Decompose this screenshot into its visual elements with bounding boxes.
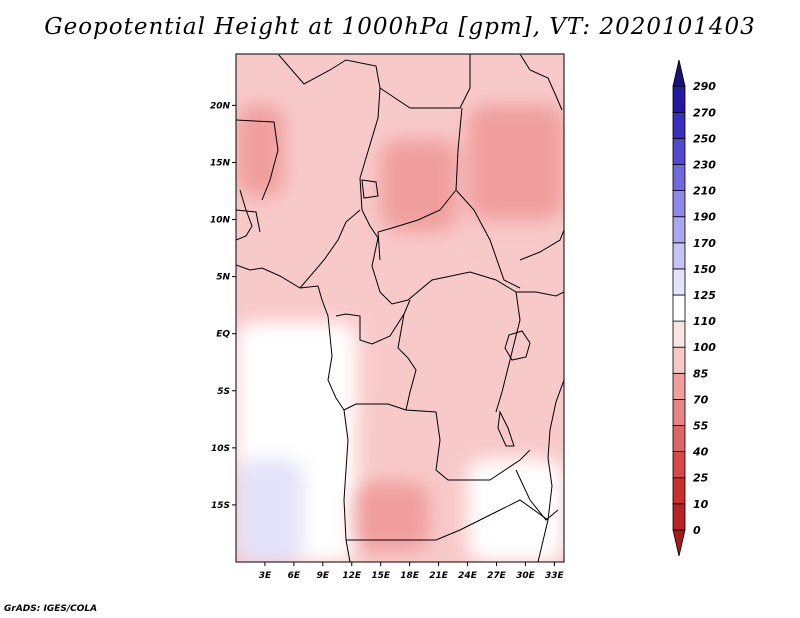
- grads-credit: GrADS: IGES/COLA: [4, 604, 98, 614]
- colorbar-label: 190: [693, 211, 716, 224]
- colorbar-swatch: [672, 372, 686, 400]
- colorbar-label: 210: [693, 185, 716, 198]
- colorbar-swatch: [672, 398, 686, 426]
- heat-region-chad_core: [380, 139, 458, 231]
- x-tick-label: 3E: [259, 571, 272, 581]
- country-borders: [236, 54, 564, 541]
- colorbar-label: 70: [693, 393, 709, 406]
- colorbar-swatch: [672, 346, 686, 374]
- y-tick-label: 10S: [211, 444, 230, 454]
- y-axis: 20N 15N 10N 5N EQ 5S 10S 15S: [210, 101, 236, 511]
- coastlines: [236, 54, 564, 562]
- x-axis: 3E 6E 9E 12E 15E 18E 21E 24E 27E 30E 33E: [259, 562, 565, 581]
- colorbar-swatch: [672, 268, 686, 296]
- colorbar-label: 25: [693, 472, 709, 485]
- colorbar-swatch: [672, 425, 686, 453]
- x-tick-label: 24E: [458, 571, 478, 581]
- heat-region-southeast: [467, 459, 564, 562]
- colorbar-label: 100: [693, 341, 716, 354]
- heat-region-congo_basin: [371, 276, 487, 426]
- colorbar-label: 250: [693, 132, 716, 145]
- colorbar-label: 290: [693, 80, 716, 93]
- chart-title: Geopotential Height at 1000hPa [gpm], VT…: [44, 14, 756, 40]
- colorbar-label: 110: [693, 315, 716, 328]
- colorbar-swatch: [672, 451, 686, 479]
- y-tick-label: 15N: [210, 158, 231, 168]
- x-tick-label: 9E: [317, 571, 330, 581]
- colorbar-swatch: [672, 111, 686, 139]
- x-tick-label: 18E: [400, 571, 420, 581]
- colorbar-swatch: [672, 137, 686, 165]
- colorbar-label: 125: [693, 289, 716, 302]
- colorbar-swatch: [672, 216, 686, 244]
- heatmap-area: [236, 54, 564, 562]
- heat-region-south_west_corner: [236, 459, 304, 562]
- y-tick-label: EQ: [216, 330, 230, 340]
- y-tick-label: 5N: [216, 273, 230, 283]
- colorbar-label: 40: [692, 446, 709, 459]
- x-tick-label: 6E: [288, 571, 301, 581]
- colorbar-swatch: [672, 294, 686, 322]
- colorbar-label: 170: [693, 237, 716, 250]
- colorbar-swatch: [672, 477, 686, 505]
- x-tick-label: 12E: [342, 571, 362, 581]
- colorbar-label: 0: [693, 524, 701, 537]
- colorbar-label: 230: [693, 159, 716, 172]
- colorbar-swatch: [672, 320, 686, 348]
- colorbar-swatch: [672, 242, 686, 270]
- colorbar-swatch: [672, 529, 686, 557]
- heat-region-north_africa: [303, 59, 468, 117]
- colorbar-swatch: [672, 190, 686, 218]
- colorbar-label: 55: [693, 420, 709, 433]
- colorbar-label: 150: [693, 263, 716, 276]
- x-tick-label: 15E: [371, 571, 391, 581]
- y-tick-label: 10N: [210, 216, 231, 226]
- heat-region-angola_highland: [351, 482, 429, 551]
- heat-region-sudan_core: [467, 105, 564, 220]
- y-tick-label: 20N: [210, 101, 231, 111]
- colorbar-swatch: [672, 503, 686, 531]
- heat-region-sahel_west: [236, 105, 285, 197]
- colorbar-label: 10: [693, 498, 709, 511]
- y-tick-label: 15S: [211, 501, 230, 511]
- colorbar: 0 10 25 40 55 70 85 100 110 125 150 170 190 210 230 250…: [672, 59, 716, 557]
- colorbar-swatch: [672, 59, 686, 87]
- colorbar-label: 270: [693, 106, 716, 119]
- heatmap-regions: [236, 59, 564, 562]
- plot-frame: [235, 53, 565, 563]
- colorbar-label: 85: [693, 367, 709, 380]
- x-tick-label: 21E: [429, 571, 449, 581]
- heat-region-lake_victoria: [535, 316, 564, 351]
- colorbar-swatch: [672, 85, 686, 113]
- x-tick-label: 30E: [516, 571, 536, 581]
- y-tick-label: 5S: [217, 387, 230, 397]
- colorbar-swatch: [672, 164, 686, 192]
- x-tick-label: 33E: [545, 571, 565, 581]
- x-tick-label: 27E: [487, 571, 507, 581]
